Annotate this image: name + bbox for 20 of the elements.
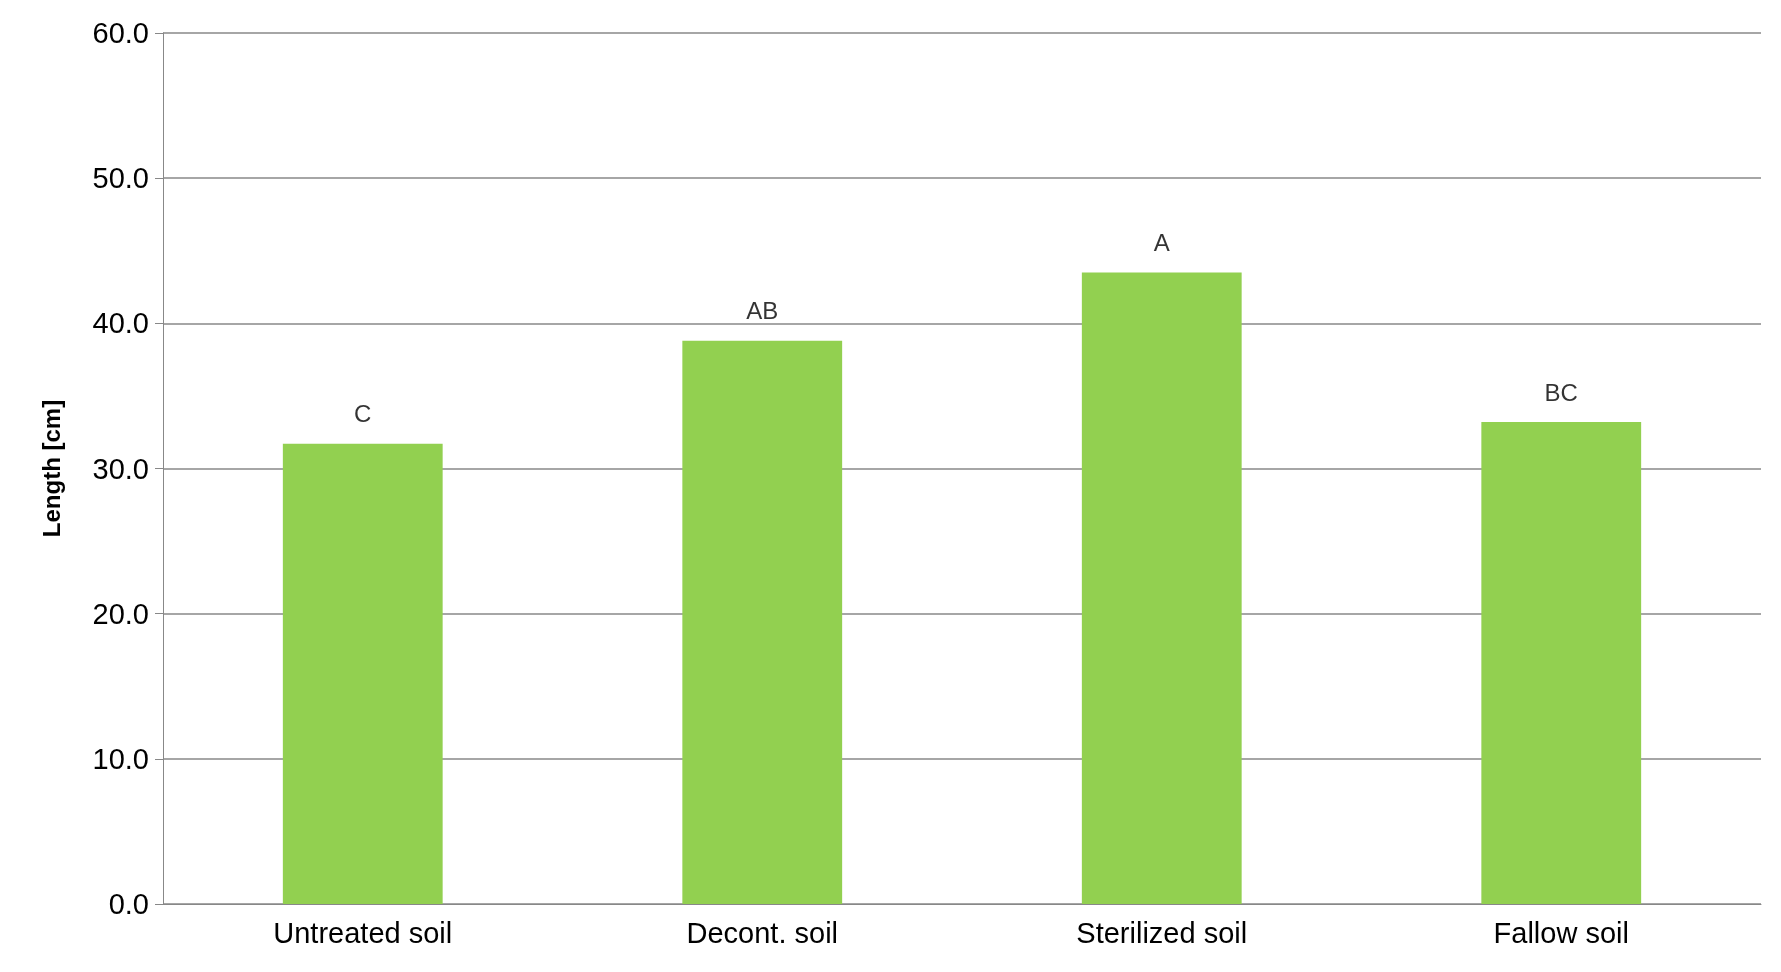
annotation: C — [354, 400, 372, 428]
x-tick-label: Sterilized soil — [1076, 916, 1248, 949]
bar — [282, 443, 443, 904]
y-axis-title: Length [cm] — [37, 399, 65, 538]
x-tick-label: Untreated soil — [273, 916, 453, 949]
y-tick-label: 40.0 — [92, 307, 149, 340]
bar — [682, 340, 843, 904]
x-tick-label: Fallow soil — [1493, 916, 1629, 949]
y-tick-label: 30.0 — [92, 452, 149, 485]
x-tick-label: Decont. soil — [686, 916, 839, 949]
annotation: A — [1153, 229, 1170, 257]
y-tick-label: 60.0 — [92, 17, 149, 49]
annotation: BC — [1544, 378, 1578, 406]
bar — [1081, 272, 1242, 904]
annotation: AB — [746, 297, 779, 325]
y-tick-label: 0.0 — [108, 888, 149, 920]
y-tick-label: 50.0 — [92, 162, 149, 195]
y-tick-label: 10.0 — [92, 742, 149, 775]
y-tick-label: 20.0 — [92, 597, 149, 630]
bar — [1481, 422, 1642, 904]
